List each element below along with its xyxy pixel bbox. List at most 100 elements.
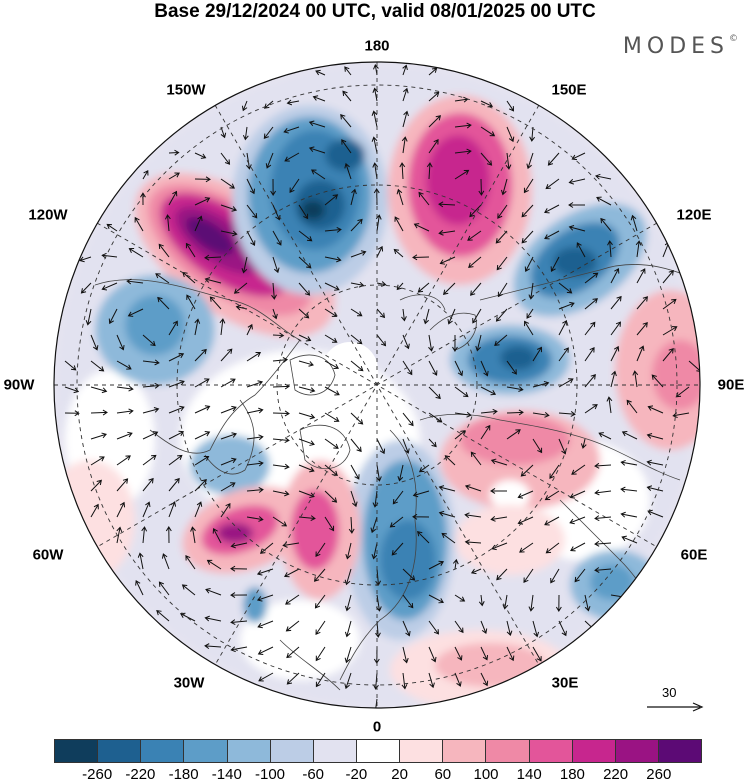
wind-arrow <box>521 230 534 244</box>
wind-arrow <box>246 516 264 522</box>
wind-arrow <box>523 178 534 194</box>
wind-arrow <box>272 490 290 497</box>
wind-arrow <box>194 176 211 183</box>
wind-arrow <box>345 542 352 560</box>
wind-arrow <box>79 256 92 263</box>
wind-arrow <box>230 646 248 653</box>
wind-arrow <box>418 191 430 206</box>
wind-arrow <box>324 256 342 263</box>
label-180: 180 <box>364 37 390 55</box>
colorbar-swatch <box>227 740 271 762</box>
wind-arrow <box>271 282 277 300</box>
wind-arrow <box>428 646 437 663</box>
wind-arrow <box>376 281 387 287</box>
wind-arrow <box>116 478 129 492</box>
wind-arrow <box>263 100 274 109</box>
wind-arrow <box>490 458 508 466</box>
wind-arrow <box>545 542 560 554</box>
wind-arrow <box>506 386 524 392</box>
wind-arrow <box>350 308 363 317</box>
wind-arrow <box>315 542 326 558</box>
wind-arrow <box>532 646 542 662</box>
wind-arrow <box>246 204 258 219</box>
wind-arrow <box>523 568 534 584</box>
wind-arrow <box>272 463 290 470</box>
wind-arrow <box>315 69 326 76</box>
wind-arrow <box>298 360 314 367</box>
wind-arrow <box>496 256 508 271</box>
wind-arrow <box>620 511 638 518</box>
colorbar-swatch <box>184 740 228 762</box>
wind-arrow <box>220 204 238 212</box>
wind-arrow <box>594 567 612 573</box>
wind-arrow <box>230 619 248 626</box>
wind-arrow <box>286 646 300 659</box>
wind-arrow <box>519 542 534 553</box>
label-0: 0 <box>372 718 382 736</box>
wind-arrow <box>376 308 386 319</box>
label-90e: 90E <box>717 376 745 394</box>
wind-arrow <box>116 385 134 392</box>
wind-arrow <box>220 152 231 165</box>
wind-arrow <box>90 360 105 372</box>
wind-arrow <box>298 282 311 296</box>
wind-arrow <box>257 620 274 629</box>
label-30e: 30E <box>551 674 579 692</box>
wind-arrow <box>417 531 430 544</box>
map-title: Base 29/12/2024 00 UTC, valid 08/01/2025… <box>154 1 596 22</box>
wind-arrow <box>246 178 256 195</box>
wind-arrow <box>454 122 472 129</box>
wind-arrow <box>532 438 543 454</box>
wind-arrow <box>137 552 144 570</box>
wind-arrow <box>647 509 664 518</box>
wind-arrow <box>594 489 612 496</box>
wind-arrow <box>324 194 339 206</box>
wind-arrow <box>651 374 664 388</box>
wind-arrow <box>447 308 456 325</box>
wind-arrow <box>594 462 612 469</box>
wind-arrow <box>272 256 280 274</box>
wind-arrow <box>396 188 404 206</box>
wind-arrow <box>272 308 278 320</box>
wind-arrow <box>161 553 170 570</box>
wind-arrow <box>524 320 534 336</box>
wind-arrow <box>594 540 612 547</box>
wind-arrow <box>241 100 248 112</box>
wind-arrow <box>270 178 277 196</box>
wind-arrow <box>520 464 534 477</box>
wind-arrow <box>298 490 315 499</box>
wind-arrow <box>472 308 482 324</box>
wind-arrow <box>412 513 430 520</box>
wind-arrow <box>480 424 491 440</box>
wind-arrow <box>220 502 231 518</box>
wind-arrow <box>310 169 326 180</box>
wind-arrow <box>298 464 315 473</box>
wind-arrow <box>64 386 80 394</box>
wind-arrow <box>219 318 226 336</box>
wind-arrow <box>401 308 407 322</box>
wind-arrow <box>155 273 170 284</box>
wind-arrow <box>164 214 171 232</box>
wind-arrow <box>344 568 352 586</box>
wind-arrow <box>85 308 92 326</box>
wind-arrow <box>272 516 288 527</box>
wind-arrow <box>209 296 222 310</box>
wind-arrow <box>497 282 508 298</box>
wind-arrow <box>454 620 464 634</box>
wind-arrow <box>636 296 649 310</box>
wind-arrow <box>246 323 253 336</box>
wind-arrow <box>646 485 664 492</box>
colorbar-swatch <box>356 740 401 762</box>
wind-arrow <box>396 282 404 291</box>
wind-arrow <box>101 282 118 291</box>
wind-arrow <box>454 386 469 398</box>
wind-arrow <box>454 148 472 155</box>
colorbar <box>54 739 702 763</box>
wind-arrow <box>230 542 248 549</box>
wind-arrow <box>426 162 433 180</box>
wind-arrow <box>467 230 482 241</box>
wind-arrow <box>497 204 508 219</box>
wind-arrow <box>558 620 567 637</box>
map-border <box>53 61 701 709</box>
wind-arrow <box>116 360 132 370</box>
